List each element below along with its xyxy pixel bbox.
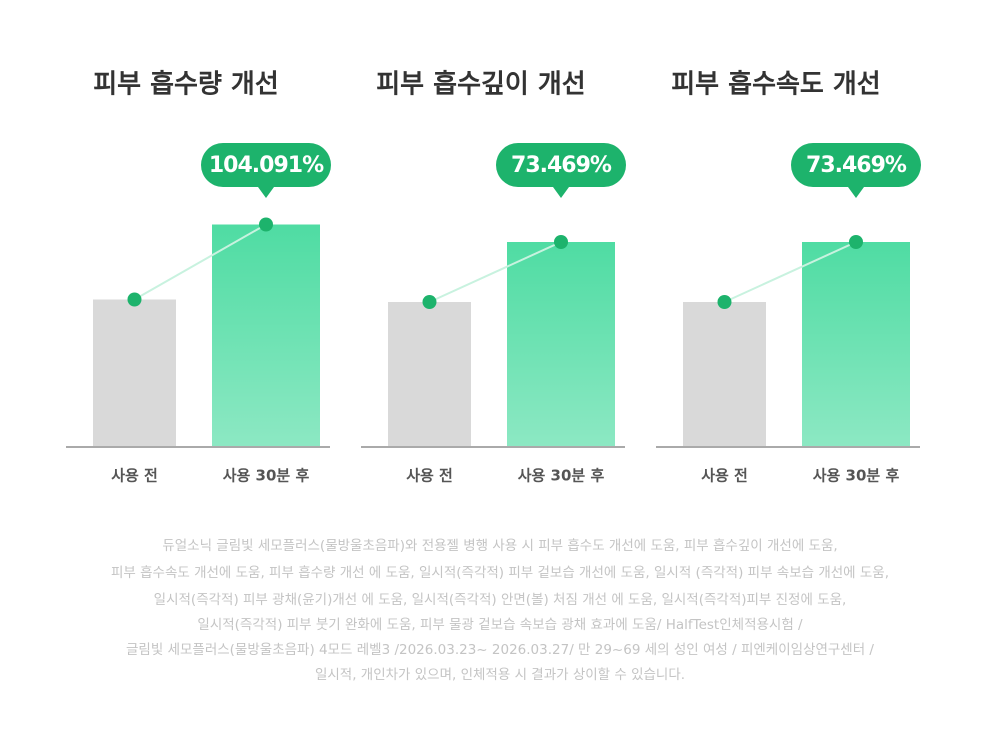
callout [201,143,331,198]
chart-title: 피부 흡수량 개선 [93,70,279,100]
x-tick-label: 사용 전 [701,467,748,485]
x-tick-label: 사용 전 [406,467,453,485]
callout [791,143,921,198]
point [554,235,568,249]
bar-shade [212,224,320,447]
trend-line [724,241,857,303]
x-tick-label: 사용 30분 후 [518,467,605,485]
point [422,295,437,309]
callout-label: 73.469% [806,153,907,178]
callout-label: 104.091% [209,153,324,178]
callout [496,143,626,198]
footnote-line: 일시적(즉각적) 피부 광채(윤기)개선 에 도움, 일시적(즉각적) 안면(볼… [154,592,847,608]
trend-line [134,223,267,301]
point [849,235,863,249]
point [717,295,732,309]
point [259,217,273,232]
point [127,292,142,307]
x-tick-label: 사용 전 [111,467,158,485]
footnote-line: 일시적, 개인차가 있으며, 인체적용 시 결과가 상이할 수 있습니다. [315,667,685,683]
callout-label: 73.469% [511,153,612,178]
footnote-line: 글림빛 세모플러스(물방울초음파) 4모드 레벨3 /2026.03.23~ 2… [126,642,874,658]
footnote-line: 듀얼소닉 글림빛 세모플러스(물방울초음파)와 전용젤 병행 사용 시 피부 흡… [162,538,837,554]
chart-title: 피부 흡수속도 개선 [671,70,880,100]
trend-line [429,241,562,303]
bar-shade [802,242,910,447]
bar [388,302,471,447]
bar [93,299,176,447]
x-tick-label: 사용 30분 후 [813,467,900,485]
chart-title: 피부 흡수깊이 개선 [376,70,585,100]
x-tick-label: 사용 30분 후 [223,467,310,485]
footnote-line: 일시적(즉각적) 피부 붓기 완화에 도움, 피부 물광 겉보습 속보습 광채 … [197,617,803,633]
bar-shade [507,242,615,447]
bar [683,302,766,447]
footnote-line: 피부 흡수속도 개선에 도움, 피부 흡수량 개선 에 도움, 일시적(즉각적)… [111,565,889,581]
